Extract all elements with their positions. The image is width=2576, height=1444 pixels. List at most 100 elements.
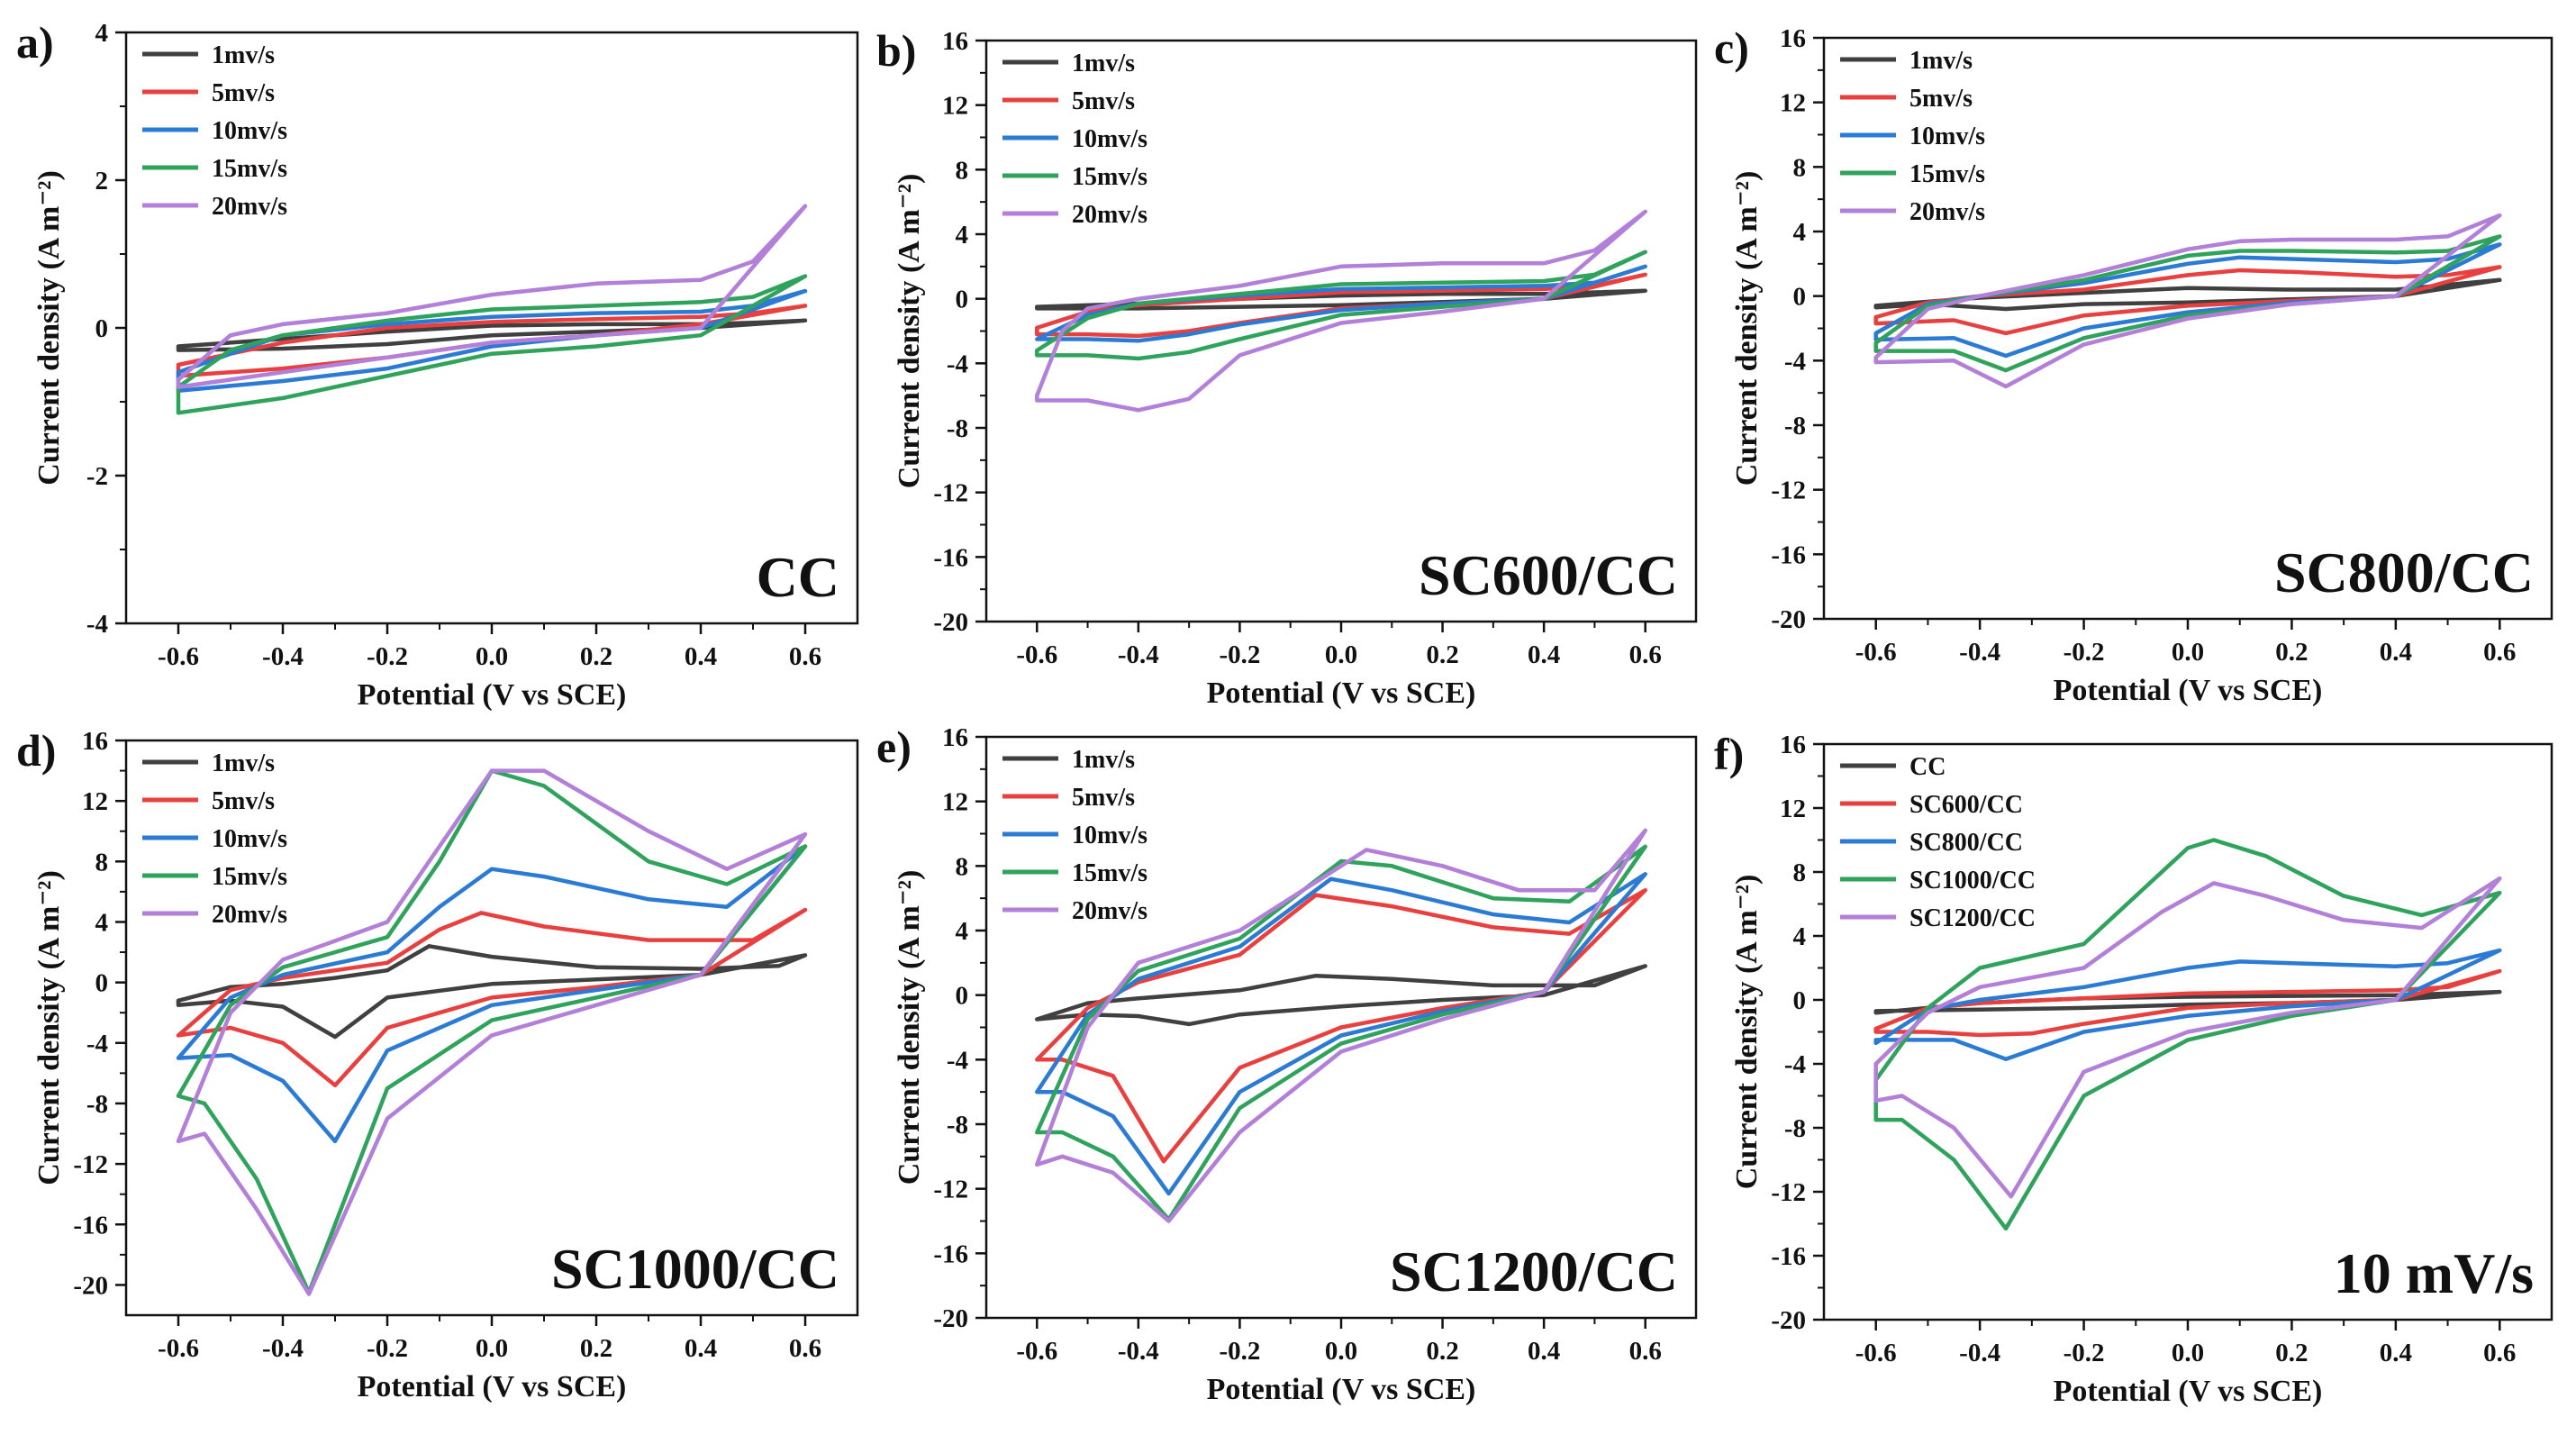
y-tick-label: 0 — [1793, 986, 1807, 1015]
legend-label: 5mv/s — [1072, 87, 1135, 115]
y-tick-label: -12 — [1771, 1178, 1806, 1207]
panel-c: -0.6 -0.4 -0.2 0.0 0.2 0.4 0.6 16 12 8 4 0 -4 -8 -12 -1… — [1714, 23, 2553, 707]
y-tick-label: -12 — [933, 1176, 968, 1204]
cv-curve-10mv-s — [1035, 872, 1647, 1196]
y-tick-label: -16 — [1771, 540, 1806, 569]
y-tick-label: -4 — [86, 1030, 108, 1058]
x-tick-label: 0.2 — [1426, 1337, 1458, 1366]
y-axis-title: Current density (A m⁻²) — [32, 870, 66, 1185]
panel-b: -0.6 -0.4 -0.2 0.0 0.2 0.4 0.6 16 12 8 4 0 -4 -8 -12 -1… — [876, 25, 1698, 710]
sample-annotation: SC1000/CC — [551, 1237, 839, 1301]
legend-label: SC800/CC — [1909, 829, 2023, 857]
cv-curve-15mv-s — [1035, 250, 1647, 361]
y-tick-label: 0 — [1793, 283, 1807, 312]
x-tick-label: -0.6 — [1855, 1339, 1897, 1367]
legend-label: 15mv/s — [1072, 163, 1147, 191]
cv-curve-5mv-s — [1035, 887, 1647, 1164]
y-tick-label: 8 — [1793, 153, 1807, 182]
legend-label: 10mv/s — [1072, 125, 1147, 153]
legend-label: 15mv/s — [1072, 859, 1147, 887]
cv-curve-1mv-s — [176, 318, 808, 352]
x-tick-label: 0.2 — [2275, 1339, 2308, 1367]
y-tick-label: -8 — [947, 1111, 968, 1140]
y-tick-label: -20 — [73, 1271, 108, 1300]
x-tick-label: 0.2 — [580, 1334, 612, 1363]
x-tick-label: -0.4 — [262, 642, 304, 671]
legend-label: SC600/CC — [1909, 791, 2023, 819]
panel-label: c) — [1714, 23, 1749, 73]
y-tick-label: -20 — [933, 1304, 968, 1333]
x-tick-label: -0.6 — [1016, 1337, 1057, 1366]
x-tick-label: -0.2 — [1219, 640, 1260, 669]
panel-f: -0.6 -0.4 -0.2 0.0 0.2 0.4 0.6 16 12 8 4 0 -4 -8 -12 -1… — [1714, 729, 2553, 1408]
cv-curve-20mv-s — [1035, 209, 1647, 413]
y-tick-label: 12 — [1780, 89, 1806, 118]
y-tick-label: -4 — [1784, 347, 1806, 376]
legend-label: 1mv/s — [212, 749, 275, 777]
x-axis-title: Potential (V vs SCE) — [358, 678, 627, 712]
x-tick-label: -0.2 — [367, 642, 408, 671]
y-tick-label: 8 — [1793, 858, 1807, 887]
cv-curve-1mv-s — [1035, 964, 1647, 1027]
sample-annotation: CC — [757, 545, 839, 609]
legend-label: 1mv/s — [212, 41, 275, 69]
cv-curve-15mv-s — [1873, 234, 2502, 373]
x-tick-label: -0.6 — [1016, 640, 1057, 669]
y-tick-label: -8 — [947, 414, 968, 443]
cv-curve-20mv-s — [1035, 828, 1647, 1223]
legend-label: 15mv/s — [212, 863, 287, 891]
cv-curve-5mv-s — [1035, 272, 1647, 339]
cv-curve-5mv-s — [176, 907, 808, 1088]
y-tick-label: 8 — [956, 852, 969, 881]
x-tick-label: -0.4 — [1959, 1339, 2000, 1367]
y-tick-label: 0 — [956, 286, 969, 314]
panel-label: d) — [16, 725, 56, 776]
y-tick-label: -16 — [933, 1240, 968, 1268]
y-tick-label: -8 — [86, 1090, 108, 1119]
y-tick-label: 2 — [95, 167, 109, 195]
cv-curve-15mv-s — [1035, 844, 1647, 1221]
x-tick-label: 0.0 — [476, 642, 508, 671]
legend-label: 5mv/s — [212, 787, 275, 815]
y-tick-label: -16 — [1771, 1242, 1806, 1271]
x-tick-label: -0.2 — [2064, 1339, 2105, 1367]
y-tick-label: -16 — [933, 543, 968, 572]
legend-label: 15mv/s — [212, 155, 287, 183]
y-tick-label: -16 — [73, 1211, 108, 1240]
legend-label: 20mv/s — [1072, 897, 1147, 925]
y-tick-label: -20 — [1771, 1306, 1806, 1335]
x-tick-label: 0.0 — [1325, 640, 1357, 669]
cv-curve-10mv-s — [176, 288, 808, 393]
legend-label: 10mv/s — [1072, 822, 1147, 849]
cv-curve-15mv-s — [176, 274, 808, 415]
y-tick-label: 4 — [956, 221, 969, 250]
y-tick-label: -12 — [1771, 477, 1806, 505]
panel-d: -0.6 -0.4 -0.2 0.0 0.2 0.4 0.6 16 12 8 4 0 -4 -8 -12 -1… — [16, 725, 859, 1403]
sample-annotation: 10 mV/s — [2334, 1241, 2534, 1305]
cv-curve-15mv-s — [176, 768, 808, 1295]
x-tick-label: 0.0 — [476, 1334, 508, 1363]
x-tick-label: -0.2 — [2064, 638, 2105, 667]
cv-curve-1mv-s — [176, 944, 808, 1040]
y-tick-label: 12 — [82, 787, 108, 816]
legend-label: 10mv/s — [1909, 123, 1985, 150]
x-tick-label: 0.6 — [1629, 640, 1662, 669]
y-axis-title: Current density (A m⁻²) — [1730, 875, 1764, 1190]
y-tick-label: 4 — [95, 908, 109, 937]
legend-label: 20mv/s — [1072, 201, 1147, 229]
y-tick-label: -12 — [933, 479, 968, 508]
panel-a: -0.6 -0.4 -0.2 0.0 0.2 0.4 0.6 4 2 0 -2 -4 Potential… — [16, 17, 859, 712]
y-tick-label: -4 — [947, 1046, 968, 1075]
x-axis-title: Potential (V vs SCE) — [2054, 1375, 2323, 1408]
y-tick-label: 4 — [1793, 922, 1807, 951]
y-tick-label: 4 — [1793, 218, 1807, 247]
cv-curve-sc1200-cc — [1873, 876, 2502, 1199]
legend-label: 20mv/s — [1909, 198, 1985, 226]
panel-label: a) — [16, 17, 54, 68]
legend-label: 1mv/s — [1072, 50, 1135, 77]
x-tick-label: 0.4 — [1528, 1337, 1560, 1366]
x-tick-label: -0.4 — [262, 1334, 304, 1363]
y-tick-label: 16 — [1780, 731, 1806, 759]
